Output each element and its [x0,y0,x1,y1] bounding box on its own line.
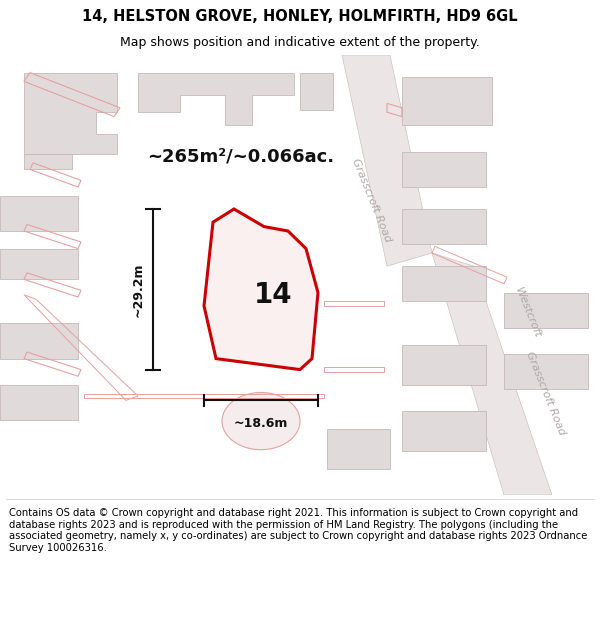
Text: Map shows position and indicative extent of the property.: Map shows position and indicative extent… [120,36,480,49]
Text: 14: 14 [254,281,292,309]
Polygon shape [0,196,78,231]
Text: ~29.2m: ~29.2m [131,262,145,316]
Polygon shape [402,266,486,301]
Polygon shape [222,392,300,449]
Text: Contains OS data © Crown copyright and database right 2021. This information is : Contains OS data © Crown copyright and d… [9,508,587,552]
Polygon shape [402,152,486,187]
Text: Grasscroft Road: Grasscroft Road [350,157,394,244]
Polygon shape [504,354,588,389]
Polygon shape [327,429,390,469]
Polygon shape [300,72,333,110]
Text: ~18.6m: ~18.6m [234,417,288,430]
Polygon shape [0,249,78,279]
Polygon shape [342,55,432,266]
Text: Westcroft: Westcroft [513,286,543,339]
Polygon shape [138,72,294,126]
Polygon shape [402,411,486,451]
Polygon shape [0,323,78,359]
Polygon shape [24,154,72,169]
Polygon shape [432,253,552,495]
Text: ~265m²/~0.066ac.: ~265m²/~0.066ac. [147,148,334,165]
Text: 14, HELSTON GROVE, HONLEY, HOLMFIRTH, HD9 6GL: 14, HELSTON GROVE, HONLEY, HOLMFIRTH, HD… [82,9,518,24]
Polygon shape [0,385,78,420]
Polygon shape [504,292,588,328]
Polygon shape [24,72,117,154]
Polygon shape [402,77,492,126]
Text: Grasscroft Road: Grasscroft Road [524,351,568,437]
Polygon shape [204,209,318,369]
Polygon shape [402,346,486,385]
Polygon shape [402,209,486,244]
